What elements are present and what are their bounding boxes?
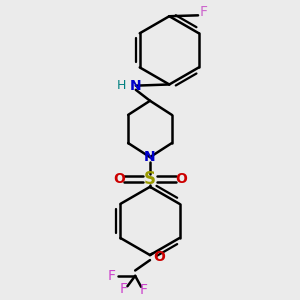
Text: O: O — [154, 250, 165, 263]
Text: F: F — [119, 282, 127, 296]
Text: N: N — [130, 79, 142, 93]
Text: F: F — [107, 269, 116, 283]
Text: O: O — [175, 172, 187, 186]
Text: O: O — [113, 172, 125, 186]
Text: N: N — [144, 150, 156, 164]
Text: F: F — [200, 5, 207, 20]
Text: F: F — [140, 283, 148, 297]
Text: H: H — [116, 79, 126, 92]
Text: S: S — [144, 170, 156, 188]
